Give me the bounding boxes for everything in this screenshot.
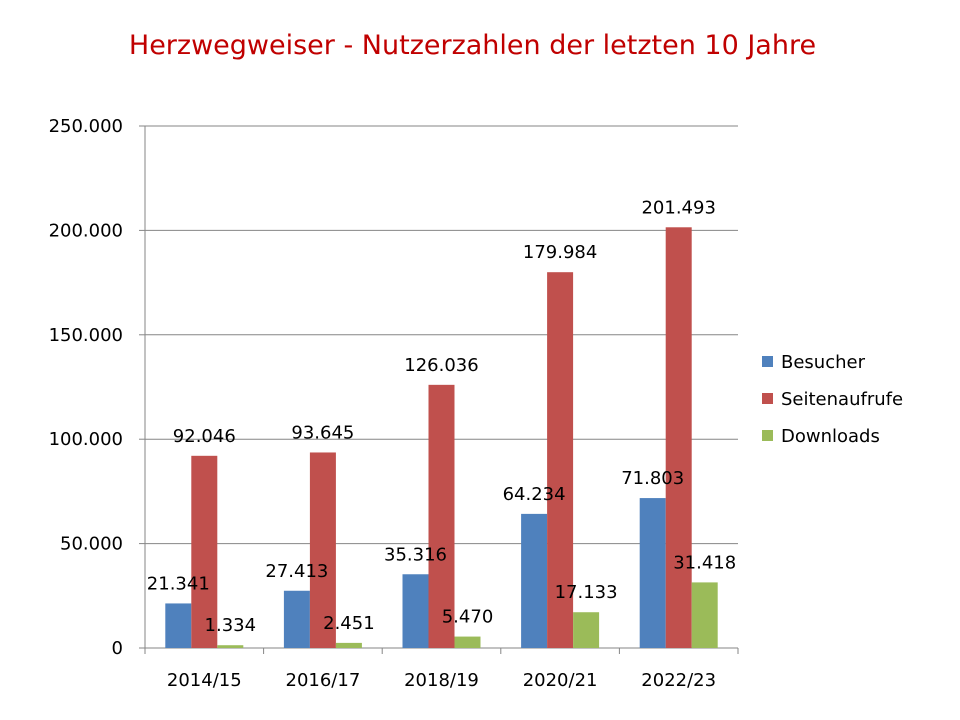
bar-downloads <box>217 645 244 648</box>
data-label-besucher: 64.234 <box>503 484 566 505</box>
data-label-seitenaufrufe: 201.493 <box>641 197 715 218</box>
data-label-downloads: 1.334 <box>205 615 257 636</box>
chart-title: Herzwegweiser - Nutzerzahlen der letzten… <box>128 30 817 61</box>
data-label-seitenaufrufe: 93.645 <box>291 422 354 443</box>
y-tick-label: 100.000 <box>49 429 123 450</box>
axes: 0 50.000 100.000 150.000 200.000 250.000 2014/… <box>49 116 739 691</box>
y-tick-label: 0 <box>112 638 123 659</box>
data-label-downloads: 17.133 <box>555 582 618 603</box>
bar-besucher <box>283 590 310 648</box>
x-tick-label: 2016/17 <box>286 670 361 691</box>
y-tick-label: 200.000 <box>49 220 123 241</box>
bar-besucher <box>402 574 429 648</box>
bar-seitenaufrufe <box>547 272 574 648</box>
legend-label-seitenaufrufe: Seitenaufrufe <box>781 389 903 410</box>
data-label-besucher: 21.341 <box>147 573 210 594</box>
legend-swatch-seitenaufrufe <box>762 393 773 404</box>
data-label-besucher: 71.803 <box>621 468 684 489</box>
legend-label-besucher: Besucher <box>781 352 866 373</box>
bars <box>165 227 718 648</box>
x-tick-label: 2020/21 <box>523 670 598 691</box>
legend-swatch-downloads <box>762 430 773 441</box>
data-label-seitenaufrufe: 179.984 <box>523 242 597 263</box>
data-label-downloads: 31.418 <box>673 552 736 573</box>
y-tick-label: 50.000 <box>60 534 123 555</box>
bar-seitenaufrufe <box>191 455 218 648</box>
y-tick-label: 250.000 <box>49 116 123 137</box>
bar-downloads <box>691 582 718 648</box>
bar-seitenaufrufe <box>665 227 692 648</box>
data-labels: 21.341 92.046 1.334 27.413 93.645 2.451 35.316… <box>147 197 736 636</box>
legend-label-downloads: Downloads <box>781 426 880 447</box>
y-tick-label: 150.000 <box>49 325 123 346</box>
bar-besucher <box>165 603 192 648</box>
data-label-downloads: 2.451 <box>323 613 375 634</box>
bar-downloads <box>335 642 362 648</box>
x-tick-label: 2014/15 <box>167 670 242 691</box>
data-label-seitenaufrufe: 92.046 <box>173 426 236 447</box>
data-label-downloads: 5.470 <box>442 607 494 628</box>
bar-seitenaufrufe <box>309 452 336 648</box>
x-tick-label: 2018/19 <box>404 670 479 691</box>
bar-besucher <box>639 498 666 648</box>
legend: Besucher Seitenaufrufe Downloads <box>762 352 903 447</box>
legend-swatch-besucher <box>762 356 773 367</box>
bar-besucher <box>521 513 548 648</box>
x-tick-label: 2022/23 <box>641 670 716 691</box>
data-label-seitenaufrufe: 126.036 <box>404 355 478 376</box>
bar-downloads <box>573 612 600 648</box>
data-label-besucher: 35.316 <box>384 544 447 565</box>
data-label-besucher: 27.413 <box>265 561 328 582</box>
bar-downloads <box>454 636 481 648</box>
bar-seitenaufrufe <box>428 384 455 648</box>
